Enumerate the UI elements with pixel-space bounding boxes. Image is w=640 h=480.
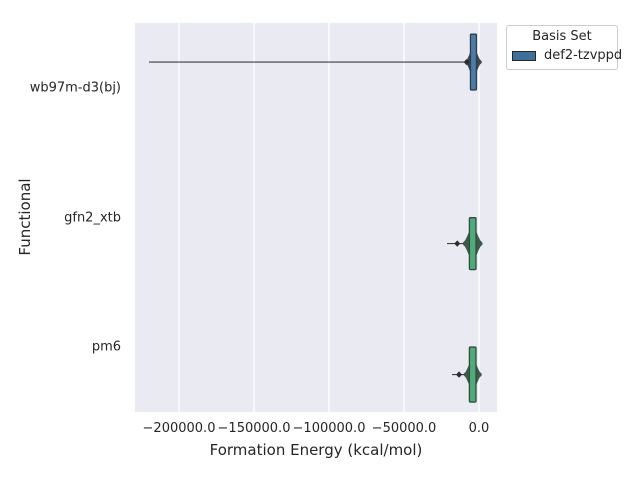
legend-entry-label: def2-tzvppd [544, 48, 623, 63]
violin-peak-bar [469, 33, 478, 91]
violin-notch [456, 371, 463, 378]
violin-peak-bar [468, 346, 477, 403]
y-tick-label: gfn2_xtb [64, 210, 121, 226]
x-tick-label: −150000.0 [217, 421, 291, 436]
legend-swatch-icon [512, 50, 536, 61]
x-tick-label: 0.0 [468, 421, 490, 436]
x-tick-label: −50000.0 [371, 421, 437, 436]
y-tick-label: pm6 [91, 339, 121, 355]
violin-peak-bar [468, 217, 477, 271]
x-tick-label: −100000.0 [292, 421, 366, 436]
legend-entry: def2-tzvppd [507, 48, 622, 63]
violin-notch [463, 58, 470, 66]
plot-area [135, 23, 497, 412]
legend: Basis Set def2-tzvppd [506, 25, 622, 70]
x-axis-label: Formation Energy (kcal/mol) [209, 441, 423, 459]
y-tick-label: wb97m-d3(bj) [29, 80, 121, 96]
legend-title: Basis Set [532, 29, 592, 44]
x-tick-label: −200000.0 [142, 421, 216, 436]
violin-notch [454, 240, 461, 247]
chart-canvas [149, 23, 483, 412]
y-axis-label: Functional [16, 178, 34, 256]
